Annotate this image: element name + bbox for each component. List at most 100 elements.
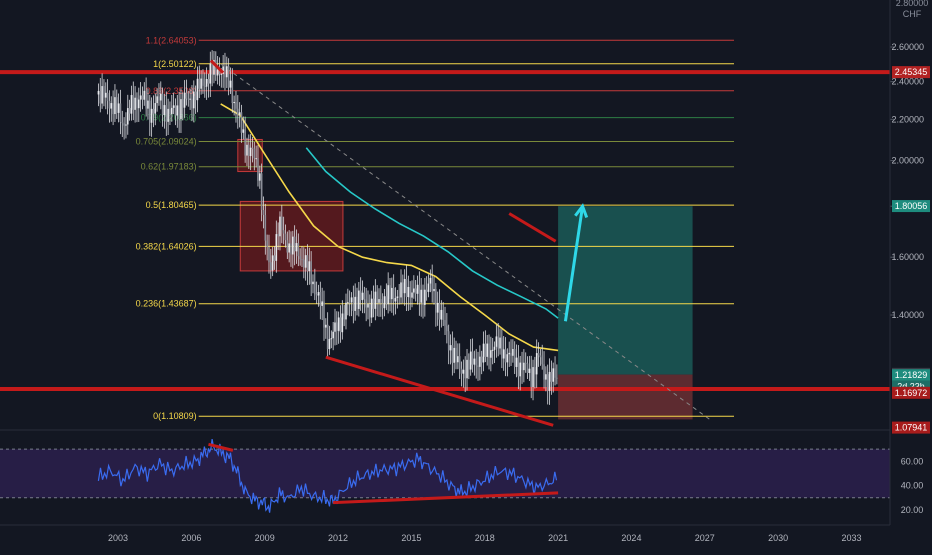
price-candle[interactable]: [554, 368, 556, 378]
price-candle[interactable]: [429, 277, 432, 284]
price-candle[interactable]: [312, 281, 314, 285]
price-candle[interactable]: [147, 100, 149, 109]
price-candle[interactable]: [244, 129, 246, 156]
price-candle[interactable]: [372, 298, 375, 309]
price-candle[interactable]: [497, 336, 499, 349]
price-candle[interactable]: [163, 105, 166, 116]
price-candle[interactable]: [249, 147, 252, 157]
price-candle[interactable]: [308, 261, 311, 272]
price-candle[interactable]: [238, 112, 241, 115]
price-candle[interactable]: [128, 108, 131, 114]
price-candle[interactable]: [132, 95, 135, 110]
price-candle[interactable]: [391, 287, 393, 300]
moving-average-line[interactable]: [220, 103, 559, 352]
price-candle[interactable]: [424, 289, 426, 305]
price-candle[interactable]: [420, 289, 422, 303]
price-candle[interactable]: [458, 356, 461, 369]
price-candle[interactable]: [486, 343, 488, 357]
price-candle[interactable]: [501, 337, 503, 359]
price-candle[interactable]: [477, 365, 479, 367]
price-candle[interactable]: [374, 291, 377, 309]
price-candle[interactable]: [189, 98, 191, 100]
price-candle[interactable]: [475, 358, 477, 366]
price-candle[interactable]: [499, 337, 501, 349]
price-candle[interactable]: [367, 304, 369, 308]
price-candle[interactable]: [414, 288, 417, 294]
price-candle[interactable]: [169, 108, 171, 115]
price-candle[interactable]: [255, 158, 257, 160]
price-candle[interactable]: [101, 86, 103, 104]
price-candle[interactable]: [515, 357, 518, 367]
price-candle[interactable]: [480, 356, 483, 363]
price-candle[interactable]: [279, 216, 281, 237]
price-candle[interactable]: [141, 95, 144, 100]
position-target-zone[interactable]: [558, 206, 693, 375]
price-candle[interactable]: [484, 343, 487, 357]
price-candle[interactable]: [321, 301, 323, 306]
price-candle[interactable]: [181, 99, 184, 108]
price-candle[interactable]: [468, 359, 470, 370]
price-candle[interactable]: [504, 349, 507, 363]
position-stop-zone[interactable]: [558, 374, 693, 420]
price-candle[interactable]: [535, 353, 538, 375]
price-candle[interactable]: [528, 368, 531, 373]
price-candle[interactable]: [350, 297, 353, 303]
price-candle[interactable]: [103, 86, 105, 98]
price-candle[interactable]: [453, 347, 455, 363]
price-candle[interactable]: [526, 363, 529, 373]
price-candle[interactable]: [491, 349, 494, 351]
price-candle[interactable]: [220, 73, 223, 75]
price-candle[interactable]: [194, 91, 197, 101]
price-candle[interactable]: [235, 101, 237, 109]
price-candle[interactable]: [145, 90, 147, 109]
price-candle[interactable]: [402, 282, 404, 294]
price-candle[interactable]: [337, 317, 340, 331]
price-candle[interactable]: [425, 289, 428, 292]
price-candle[interactable]: [158, 96, 160, 101]
price-candle[interactable]: [156, 96, 158, 104]
moving-average-line[interactable]: [305, 147, 559, 319]
price-candle[interactable]: [462, 369, 465, 374]
price-candle[interactable]: [209, 63, 212, 84]
price-candle[interactable]: [125, 124, 127, 126]
price-candle[interactable]: [167, 108, 169, 122]
price-candle[interactable]: [345, 302, 347, 320]
price-candle[interactable]: [433, 288, 435, 292]
price-candle[interactable]: [347, 302, 349, 304]
price-candle[interactable]: [106, 92, 109, 101]
price-candle[interactable]: [229, 80, 232, 88]
price-candle[interactable]: [227, 66, 230, 88]
trendline[interactable]: [508, 212, 557, 243]
price-candle[interactable]: [196, 78, 199, 101]
price-candle[interactable]: [218, 69, 221, 75]
price-candle[interactable]: [233, 101, 235, 104]
price-candle[interactable]: [519, 362, 522, 377]
price-candle[interactable]: [262, 210, 265, 216]
price-candle[interactable]: [110, 103, 113, 109]
rsi-line[interactable]: [97, 438, 558, 513]
price-candle[interactable]: [537, 353, 540, 356]
price-candle[interactable]: [172, 105, 175, 108]
price-candle[interactable]: [532, 367, 534, 388]
price-candle[interactable]: [222, 66, 224, 74]
price-candle[interactable]: [438, 302, 441, 320]
price-candle[interactable]: [436, 302, 439, 313]
price-candle[interactable]: [398, 296, 400, 298]
price-candle[interactable]: [271, 255, 274, 271]
price-candle[interactable]: [422, 289, 424, 305]
price-candle[interactable]: [361, 292, 364, 301]
price-candle[interactable]: [524, 362, 527, 364]
price-candle[interactable]: [301, 259, 303, 261]
price-candle[interactable]: [170, 107, 173, 115]
price-candle[interactable]: [259, 173, 261, 181]
price-candle[interactable]: [343, 313, 345, 320]
price-candle[interactable]: [444, 320, 446, 326]
price-candle[interactable]: [257, 158, 259, 181]
price-candle[interactable]: [389, 285, 391, 300]
price-candle[interactable]: [134, 97, 136, 110]
price-candle[interactable]: [161, 93, 164, 116]
price-candle[interactable]: [112, 103, 114, 115]
price-candle[interactable]: [284, 233, 287, 241]
price-candle[interactable]: [185, 92, 188, 99]
price-candle[interactable]: [268, 246, 270, 263]
